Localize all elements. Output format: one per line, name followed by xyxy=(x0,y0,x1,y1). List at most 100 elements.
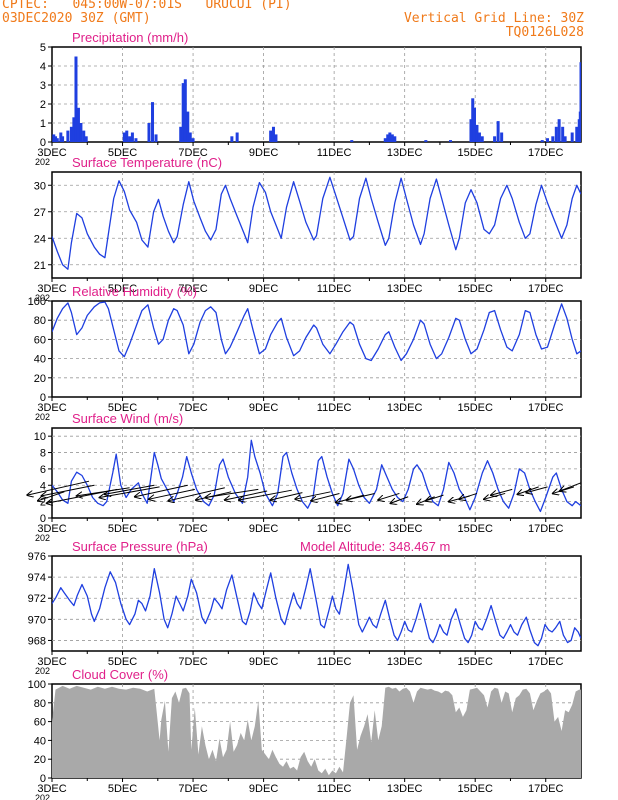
wind-ytick-label: 6 xyxy=(40,464,46,476)
wind-arrow xyxy=(271,492,303,500)
temp-xtick-label: 7DEC xyxy=(178,283,207,295)
precip-xtick-label: 13DEC xyxy=(387,147,423,159)
cloud-ytick-label: 40 xyxy=(34,735,46,747)
precip-bar xyxy=(61,136,65,142)
precip-bar xyxy=(500,132,504,142)
wind-xtick-label: 5DEC xyxy=(108,523,137,535)
cloud-ytick-label: 60 xyxy=(34,717,46,729)
precip-xtick-label: 11DEC xyxy=(317,147,352,159)
temp-xtick-label: 5DEC xyxy=(108,283,137,295)
precip-bar xyxy=(579,62,581,142)
pres-ytick-label: 970 xyxy=(28,614,46,626)
precip-bar xyxy=(554,126,558,142)
pres-annotation: Model Altitude: 348.467 m xyxy=(300,539,450,554)
precip-bar xyxy=(66,130,70,142)
wind-arrow xyxy=(560,482,582,491)
precip-bar xyxy=(269,130,273,142)
precip-ytick-label: 3 xyxy=(40,80,46,92)
wind-arrow xyxy=(38,491,65,501)
precip-bar xyxy=(557,119,561,142)
wind-xtick-label: 13DEC xyxy=(387,523,423,535)
precip-bar xyxy=(151,102,155,142)
rh-xtick-label: 3DEC xyxy=(37,402,66,414)
rh-ytick-label: 60 xyxy=(34,334,46,346)
precip-bar xyxy=(82,130,86,142)
precip-panel: 0 1 2 3 4 5 3DEC 5DEC 7DEC 9DEC 11DEC 13DEC 15DEC 17D… xyxy=(35,30,582,167)
wind-xtick-label: 7DEC xyxy=(178,523,207,535)
rh-ytick-label: 0 xyxy=(40,392,46,404)
wind-arrow xyxy=(426,494,444,501)
rh-frame xyxy=(51,300,582,398)
wind-arrow xyxy=(391,496,409,504)
precip-bar xyxy=(472,107,476,142)
precip-year-stub: 202 xyxy=(35,157,50,167)
wind-arrow xyxy=(239,489,292,500)
cloud-ytick-label: 80 xyxy=(34,698,46,710)
pres-xtick-label: 17DEC xyxy=(528,656,564,668)
wind-arrow xyxy=(311,492,340,500)
temp-frame xyxy=(51,171,582,279)
wind-year-stub: 202 xyxy=(35,533,50,543)
precip-bar xyxy=(147,123,151,142)
precip-title: Precipitation (mm/h) xyxy=(72,30,188,45)
precip-bar xyxy=(181,83,185,142)
precip-bar xyxy=(475,124,479,142)
temp-xtick-label: 3DEC xyxy=(37,283,66,295)
precip-ytick-label: 0 xyxy=(40,137,46,149)
precip-xtick-label: 3DEC xyxy=(37,147,66,159)
wind-xtick-label: 11DEC xyxy=(317,523,352,535)
precip-bar xyxy=(390,134,394,142)
rh-ytick-label: 80 xyxy=(34,315,46,327)
precip-bar xyxy=(128,136,132,142)
cloud-cover-area xyxy=(52,685,581,778)
cloud-xtick-label: 15DEC xyxy=(457,783,493,795)
rh-xtick-label: 13DEC xyxy=(387,402,423,414)
wind-xtick-label: 3DEC xyxy=(37,523,66,535)
wind-ytick-label: 4 xyxy=(40,480,46,492)
header-grid-note: Vertical Grid Line: 30Z xyxy=(403,11,584,26)
precip-ytick-label: 4 xyxy=(40,61,46,73)
rh-xtick-label: 15DEC xyxy=(457,402,493,414)
precip-bar xyxy=(386,134,390,142)
pres-year-stub: 202 xyxy=(35,666,50,676)
rh-title: Relative Humidity (%) xyxy=(72,284,197,299)
precip-bar xyxy=(480,136,484,142)
precip-bar xyxy=(59,132,63,142)
wind-arrow xyxy=(295,491,331,499)
wind-arrow xyxy=(105,484,155,494)
wind-arrow xyxy=(378,492,400,500)
wind-series-line xyxy=(52,439,581,513)
pres-xtick-label: 7DEC xyxy=(178,656,207,668)
cloud-xtick-label: 9DEC xyxy=(249,783,278,795)
precip-bar xyxy=(84,136,88,142)
precip-bar xyxy=(350,140,354,142)
wind-arrow xyxy=(168,487,225,501)
pres-ytick-label: 972 xyxy=(28,593,46,605)
precip-ytick-label: 2 xyxy=(40,99,46,111)
rh-xtick-label: 9DEC xyxy=(249,402,278,414)
cloud-xtick-label: 11DEC xyxy=(317,783,352,795)
precip-bar xyxy=(449,140,453,142)
precip-bar xyxy=(540,140,544,142)
pres-xtick-label: 11DEC xyxy=(317,656,352,668)
wind-ytick-label: 8 xyxy=(40,448,46,460)
header-model-id: TQ0126L028 xyxy=(505,25,584,40)
precip-xtick-label: 7DEC xyxy=(178,147,207,159)
precip-bar xyxy=(383,138,387,142)
pres-series-line xyxy=(52,563,581,647)
rh-ytick-label: 40 xyxy=(34,354,46,366)
precip-frame xyxy=(51,46,582,143)
pres-xtick-label: 5DEC xyxy=(108,656,137,668)
precip-bar xyxy=(188,132,192,142)
wind-arrow xyxy=(459,492,478,499)
precip-bar xyxy=(74,56,78,142)
cloud-xtick-label: 17DEC xyxy=(528,783,564,795)
precip-bar xyxy=(54,136,58,142)
precip-bar xyxy=(130,132,134,142)
precip-bar xyxy=(191,138,195,142)
wind-arrow xyxy=(225,490,268,500)
pres-xtick-label: 3DEC xyxy=(37,656,66,668)
